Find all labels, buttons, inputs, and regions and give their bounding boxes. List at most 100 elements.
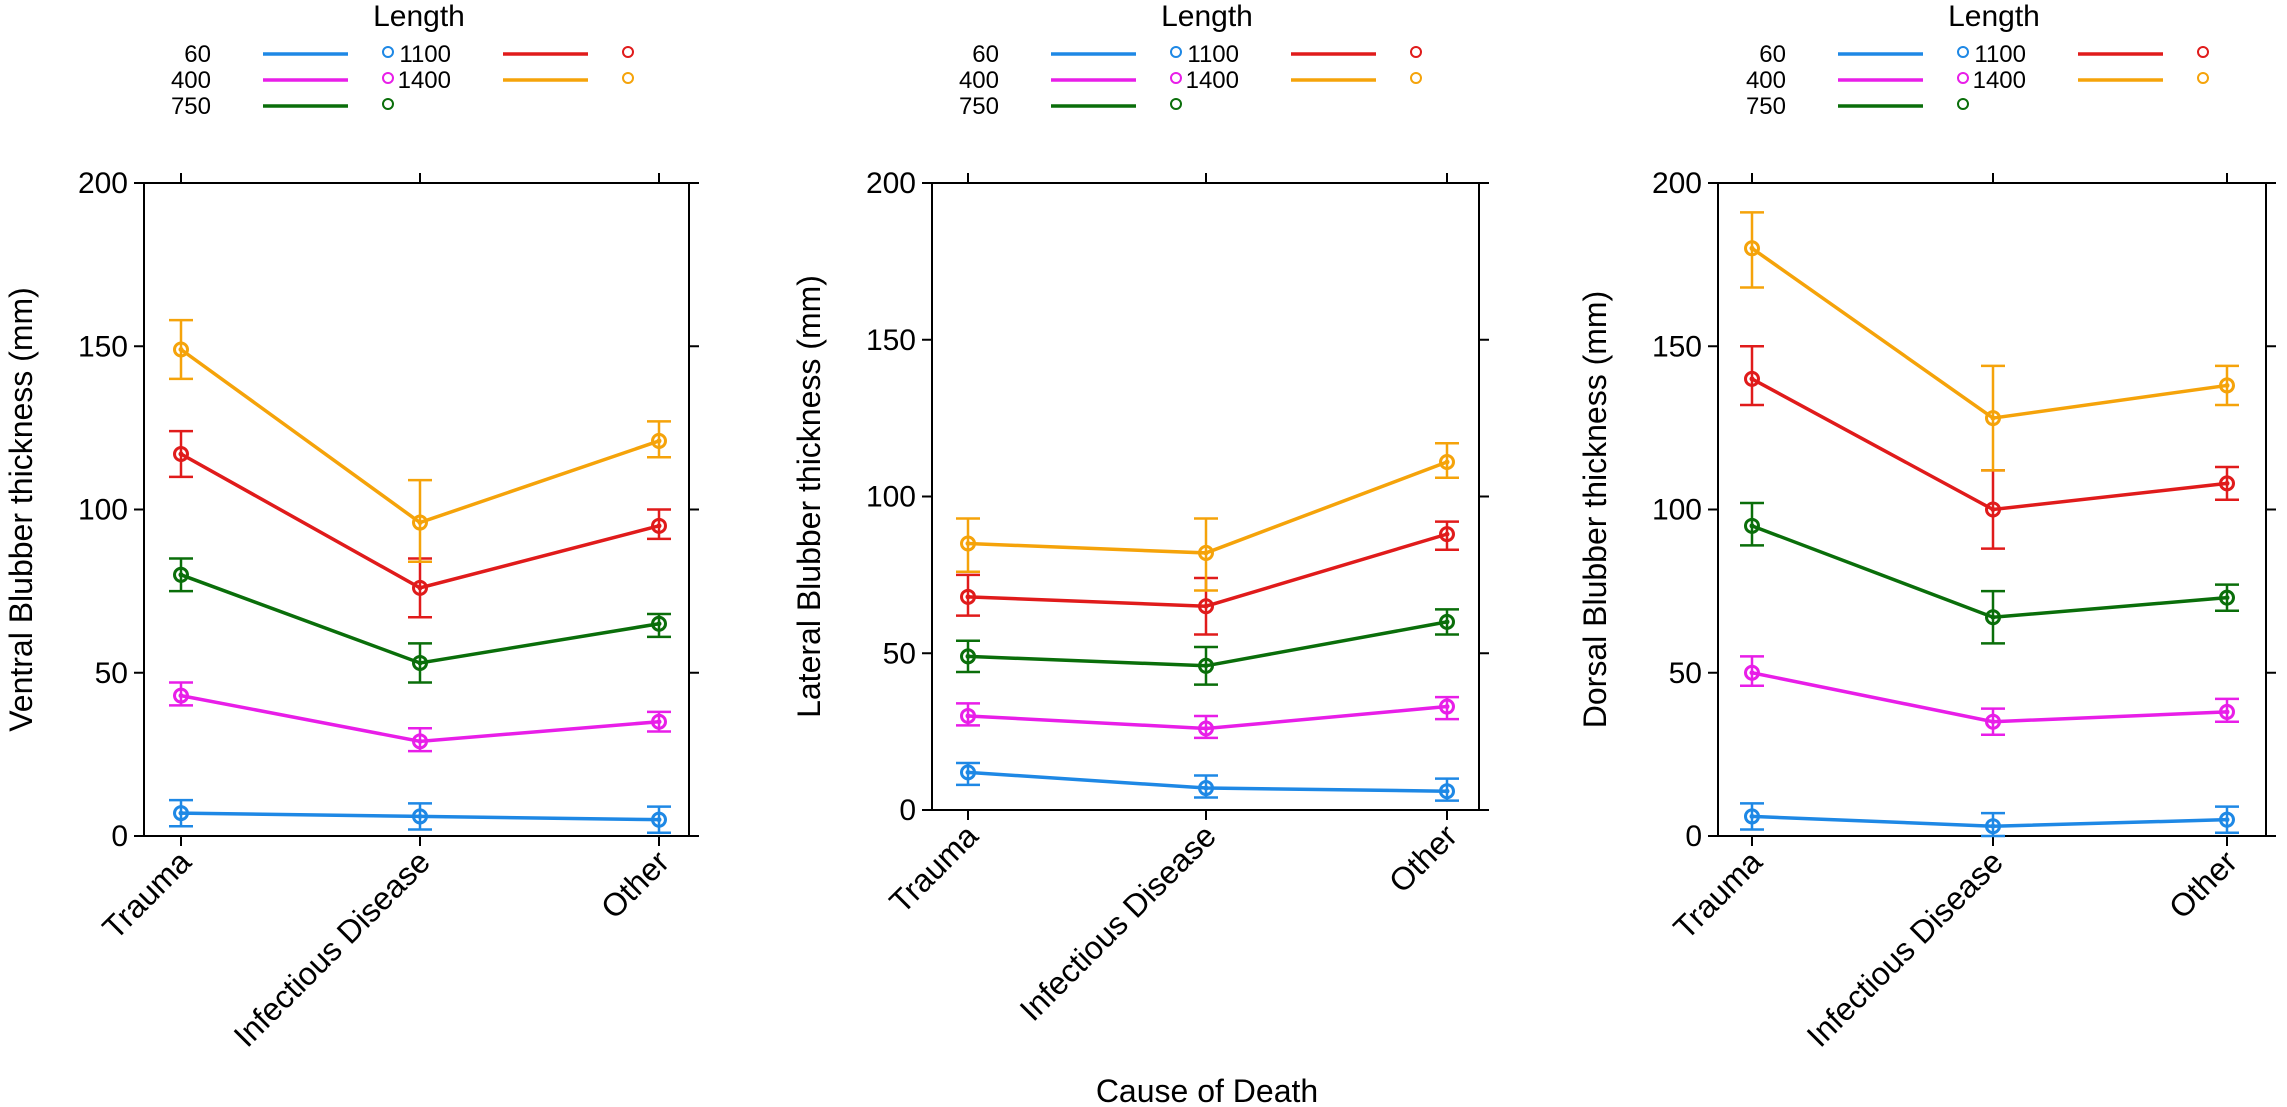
legend-title: Length — [1161, 0, 1253, 33]
data-point-center — [965, 594, 971, 600]
legend-marker — [1957, 72, 1969, 84]
data-point — [412, 514, 428, 531]
series-line — [1751, 377, 2228, 512]
data-point-center — [965, 541, 971, 547]
data-point-center — [1444, 619, 1450, 625]
data-point-center — [1203, 603, 1209, 609]
data-point — [1198, 544, 1214, 561]
panel-1: 0 50 100 150 200 Trauma Infectious Disease Othe… — [3, 0, 699, 1054]
x-tick-label: Trauma — [882, 817, 985, 920]
data-point — [412, 579, 428, 596]
series-1400 — [956, 441, 1459, 592]
data-point — [1198, 598, 1214, 615]
legend-item-1100: 1100 — [1187, 41, 1422, 68]
x-tick-label: Trauma — [95, 843, 198, 946]
data-point-center — [1203, 550, 1209, 556]
data-point-center — [178, 451, 184, 457]
data-point — [1439, 783, 1455, 800]
y-tick-label: 0 — [1685, 820, 1702, 853]
legend-label: 400 — [1746, 67, 1786, 94]
data-point-center — [1749, 523, 1755, 529]
legend-label: 750 — [171, 93, 211, 120]
data-point-center — [656, 621, 662, 627]
data-point-center — [2224, 382, 2230, 388]
series-750 — [1740, 501, 2239, 645]
data-point — [1744, 517, 1760, 534]
y-tick-label: 100 — [1652, 494, 1702, 527]
series-1400 — [1740, 211, 2239, 472]
legend-marker — [2197, 72, 2209, 84]
legend-marker — [1410, 72, 1422, 84]
data-point-center — [2224, 595, 2230, 601]
data-point — [2219, 703, 2235, 720]
data-point — [1985, 609, 2001, 626]
x-axis-title: Cause of Death — [1096, 1073, 1318, 1107]
data-point-center — [1444, 459, 1450, 465]
x-tick-label: Other — [2162, 843, 2244, 925]
data-point — [651, 432, 667, 449]
legend-marker — [1957, 46, 1969, 58]
data-point — [651, 713, 667, 730]
series-line — [1750, 246, 2228, 420]
legend-item-750: 750 — [959, 93, 1182, 120]
data-point — [173, 805, 189, 822]
data-point — [1985, 713, 2001, 730]
panel-2: 0 50 100 150 200 Trauma Infectious Disease Othe… — [791, 0, 1489, 1028]
legend-item-60: 60 — [972, 41, 1182, 68]
legend-item-60: 60 — [1759, 41, 1969, 68]
data-point-center — [965, 713, 971, 719]
data-point — [173, 341, 189, 358]
data-point — [960, 535, 976, 552]
data-point-center — [1749, 813, 1755, 819]
y-tick-label: 200 — [1652, 167, 1702, 200]
legend-title: Length — [373, 0, 465, 33]
legend-marker — [622, 46, 634, 58]
data-point — [2219, 475, 2235, 492]
legend-marker — [2197, 46, 2209, 58]
data-point-center — [1203, 725, 1209, 731]
panel-3: 0 50 100 150 200 Trauma Infectious Disease Othe… — [1577, 0, 2276, 1054]
data-point-center — [178, 347, 184, 353]
x-tick-label: Other — [594, 843, 676, 925]
data-point — [1439, 526, 1455, 543]
legend-label: 750 — [1746, 93, 1786, 120]
series-line — [1751, 671, 2228, 724]
data-point-center — [1990, 415, 1996, 421]
legend-label: 1400 — [1186, 67, 1239, 94]
data-point — [1198, 720, 1214, 737]
legend-label: 1400 — [398, 67, 451, 94]
y-tick-label: 150 — [866, 324, 916, 357]
legend-marker — [382, 46, 394, 58]
y-tick-label: 50 — [883, 637, 916, 670]
y-tick-label: 0 — [899, 794, 916, 827]
data-point-center — [178, 693, 184, 699]
legend-marker — [382, 98, 394, 110]
series-line — [967, 704, 1448, 731]
data-point-center — [1444, 704, 1450, 710]
legend-label: 1100 — [1187, 41, 1239, 68]
x-tick-label: Other — [1382, 817, 1464, 899]
data-point — [1744, 664, 1760, 681]
series-750 — [956, 608, 1459, 686]
series-line — [967, 460, 1448, 555]
data-point-center — [656, 817, 662, 823]
legend-title: Length — [1948, 0, 2040, 33]
data-point — [173, 445, 189, 462]
data-point — [651, 615, 667, 632]
legend-label: 1400 — [1973, 67, 2026, 94]
series-1400 — [169, 318, 671, 563]
data-point-center — [417, 738, 423, 744]
y-tick-label: 150 — [78, 330, 128, 363]
plot-frame — [143, 182, 690, 837]
data-point-center — [2224, 709, 2230, 715]
data-point — [1744, 370, 1760, 387]
data-point — [412, 654, 428, 671]
series-1100 — [169, 429, 671, 619]
data-point — [651, 811, 667, 828]
y-tick-label: 100 — [78, 494, 128, 527]
legend-item-1400: 1400 — [398, 67, 634, 94]
legend-item-1100: 1100 — [1974, 41, 2209, 68]
